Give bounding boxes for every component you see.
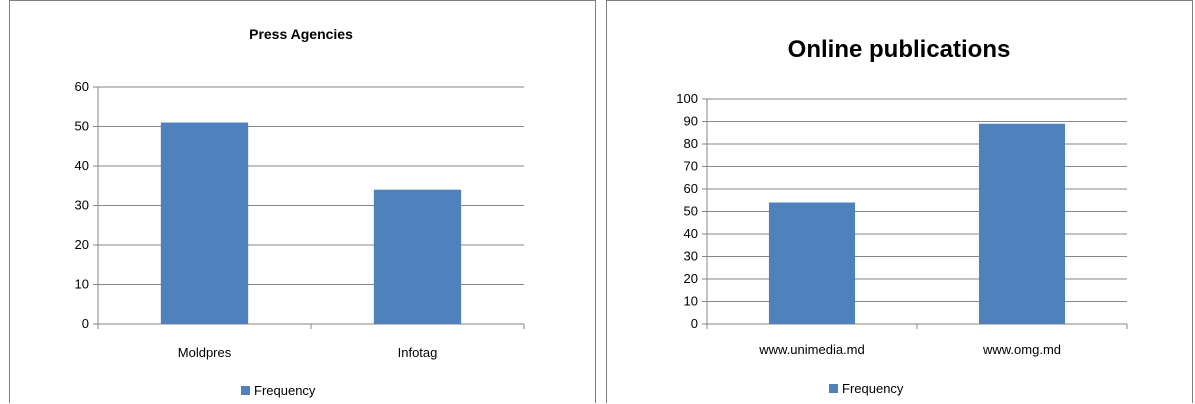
chart-0-y-tick-label: 20 bbox=[75, 237, 89, 252]
chart-1-bar-www-unimedia-md bbox=[768, 202, 856, 324]
chart-0-y-tick-label: 50 bbox=[75, 119, 89, 134]
chart-1-y-tick-label: 40 bbox=[684, 226, 698, 241]
chart-1-y-tick-label: 70 bbox=[684, 159, 698, 174]
chart-0-category-label: Moldpres bbox=[178, 345, 232, 360]
chart-0-y-tick-label: 0 bbox=[82, 316, 89, 331]
chart-0-bar-infotag bbox=[373, 189, 462, 324]
chart-0-y-tick-label: 40 bbox=[75, 158, 89, 173]
chart-1-category-label: www.omg.md bbox=[982, 342, 1061, 357]
chart-1-legend-label: Frequency bbox=[842, 381, 904, 396]
chart-0-legend-swatch bbox=[241, 386, 250, 395]
chart-0-bar-moldpres bbox=[160, 122, 249, 324]
chart-1-title: Online publications bbox=[788, 36, 1011, 63]
chart-1-y-tick-label: 100 bbox=[676, 91, 698, 106]
chart-1-y-tick-label: 20 bbox=[684, 271, 698, 286]
chart-press-agencies: Press Agencies 0 10 20 30 40 50 60 Moldpres Infot… bbox=[9, 0, 596, 403]
chart-0-category-label: Infotag bbox=[398, 345, 438, 360]
chart-1-y-tick-label: 80 bbox=[684, 136, 698, 151]
chart-0-y-tick-label: 60 bbox=[75, 79, 89, 94]
chart-1-y-tick-label: 10 bbox=[684, 294, 698, 309]
chart-0-y-tick-label: 30 bbox=[75, 198, 89, 213]
chart-1-y-tick-label: 50 bbox=[684, 204, 698, 219]
chart-1-bar-www-omg-md bbox=[978, 123, 1066, 324]
chart-1-y-tick-label: 0 bbox=[691, 316, 698, 331]
chart-1-category-label: www.unimedia.md bbox=[758, 342, 865, 357]
chart-0-y-tick-label: 10 bbox=[75, 277, 89, 292]
chart-online-publications-svg: Online publications 0 10 20 30 40 50 60 70 80 90 10… bbox=[676, 36, 1128, 396]
chart-1-y-tick-label: 30 bbox=[684, 249, 698, 264]
chart-0-legend-label: Frequency bbox=[254, 383, 316, 398]
chart-0-title: Press Agencies bbox=[249, 26, 353, 42]
chart-1-y-tick-label: 60 bbox=[684, 181, 698, 196]
chart-1-y-tick-label: 90 bbox=[684, 114, 698, 129]
chart-online-publications: Online publications 0 10 20 30 40 50 60 70 80 90 10… bbox=[606, 0, 1193, 403]
chart-1-legend-swatch bbox=[829, 384, 838, 393]
chart-press-agencies-svg: Press Agencies 0 10 20 30 40 50 60 Moldpres Infot… bbox=[75, 26, 525, 398]
